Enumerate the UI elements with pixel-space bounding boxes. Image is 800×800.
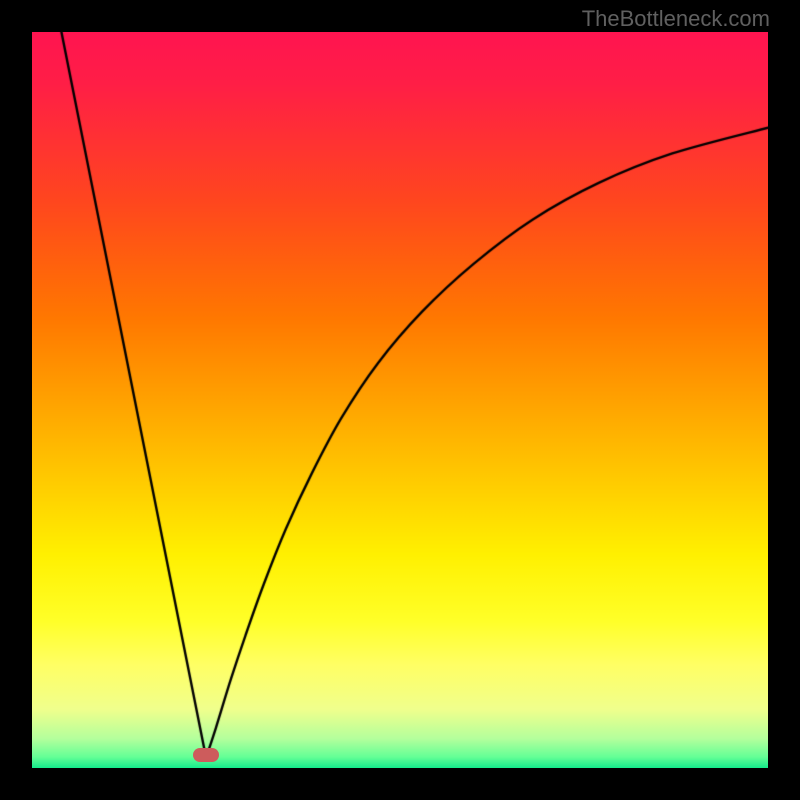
optimal-point-marker xyxy=(193,748,219,762)
plot-area xyxy=(32,32,768,768)
bottleneck-curve xyxy=(32,32,768,768)
watermark-text: TheBottleneck.com xyxy=(582,6,770,32)
